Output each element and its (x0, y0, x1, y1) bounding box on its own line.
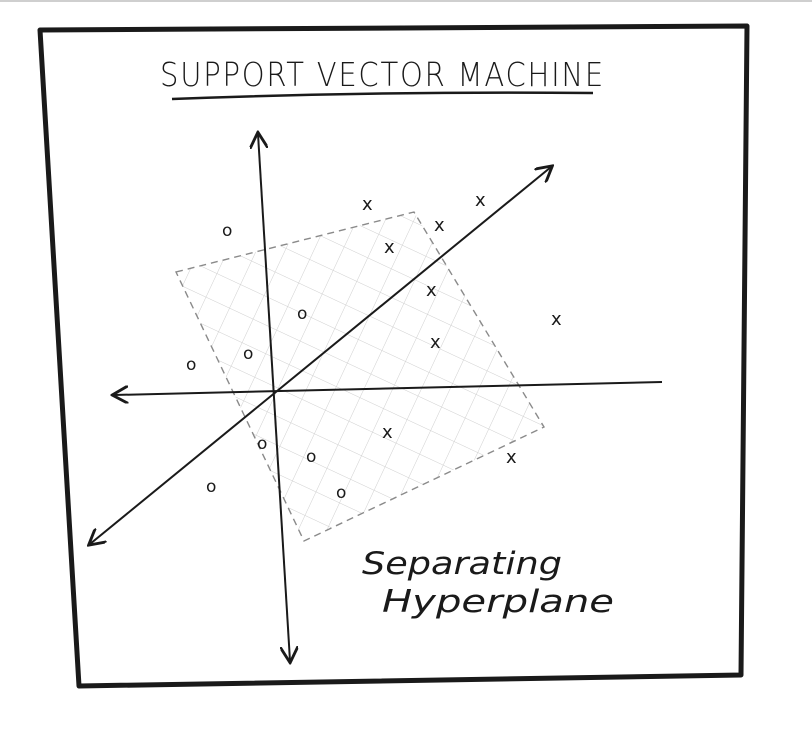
top-divider (0, 0, 812, 2)
class-o-points: o o o o o o o o (186, 221, 346, 503)
x-point: x (384, 237, 395, 258)
hyperplane-line (90, 167, 551, 544)
class-x-points: x x x x x x x x x (362, 190, 562, 468)
title: SUPPORT VECTOR MACHINE (160, 55, 605, 94)
o-point-support: o (336, 483, 346, 503)
x-point: x (382, 422, 393, 443)
o-point: o (257, 434, 267, 454)
o-point-support: o (243, 344, 253, 364)
x-point: x (426, 280, 437, 301)
x-point: x (551, 309, 562, 330)
o-point: o (222, 221, 232, 241)
frame-border (37, 23, 750, 689)
o-point-support: o (306, 447, 316, 467)
title-underline (171, 91, 594, 101)
x-point: x (506, 447, 517, 468)
x-point: x (430, 332, 441, 353)
x-point: x (362, 194, 373, 215)
x-point: x (434, 215, 445, 236)
caption-line-2: Hyperplane (382, 584, 614, 620)
caption-line-1: Separating (362, 546, 562, 582)
margin-region (175, 211, 545, 542)
x-point: x (475, 190, 486, 211)
o-point: o (206, 477, 216, 497)
o-point: o (186, 355, 196, 375)
o-point-support: o (297, 304, 307, 324)
